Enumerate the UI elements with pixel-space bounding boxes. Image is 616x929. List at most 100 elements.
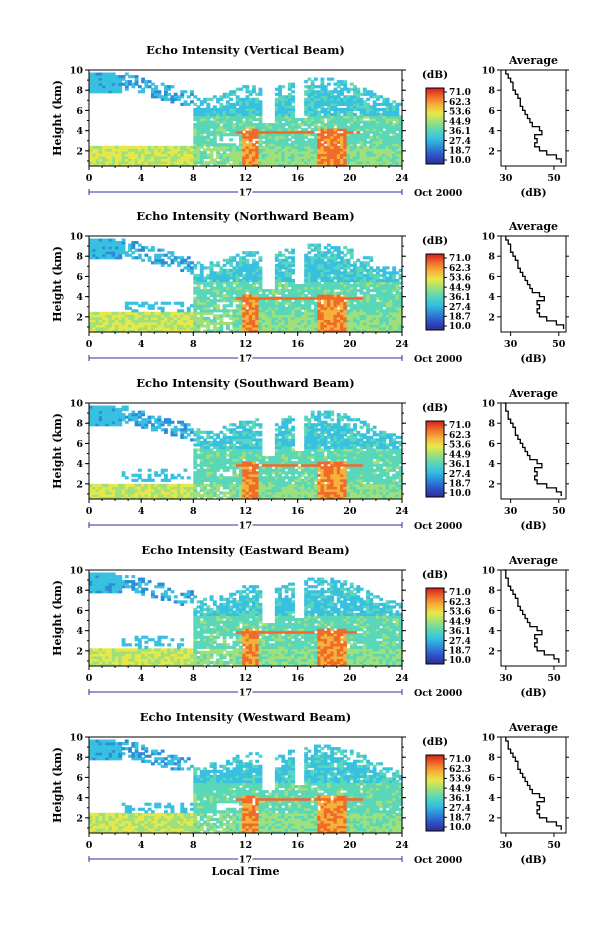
heatmap-cell xyxy=(284,306,289,310)
heatmap-cell xyxy=(252,125,256,129)
heatmap-cell xyxy=(137,420,142,424)
heatmap-cell xyxy=(124,150,129,154)
heatmap-cell xyxy=(252,155,256,160)
heatmap-cell xyxy=(327,102,331,106)
heatmap-cell xyxy=(304,107,309,112)
heatmap-cell xyxy=(124,311,129,315)
heatmap-cell xyxy=(304,105,309,109)
heatmap-cell xyxy=(255,158,260,162)
heatmap-cell xyxy=(242,321,247,326)
heatmap-cell xyxy=(340,251,344,255)
heatmap-cell xyxy=(333,112,338,117)
heatmap-cell xyxy=(252,271,256,275)
heatmap-cell xyxy=(118,329,123,333)
heatmap-cell xyxy=(242,138,247,142)
heatmap-cell xyxy=(271,304,276,308)
heatmap-cell xyxy=(98,150,103,154)
heatmap-cell xyxy=(372,319,377,323)
heatmap-cell xyxy=(366,278,370,283)
heatmap-cell xyxy=(248,289,253,293)
heatmap-cell xyxy=(317,90,322,94)
heatmap-cell xyxy=(102,158,106,162)
heatmap-cell xyxy=(327,321,331,326)
heatmap-cell xyxy=(372,107,377,112)
heatmap-cell xyxy=(150,304,155,308)
heatmap-cell xyxy=(346,118,351,122)
heatmap-cell xyxy=(124,324,129,328)
heatmap-cell xyxy=(317,125,322,129)
heatmap-cell xyxy=(330,258,335,262)
heatmap-cell xyxy=(398,329,403,333)
heatmap-cell xyxy=(193,118,198,122)
heatmap-cell xyxy=(307,271,312,275)
heatmap-cell xyxy=(343,133,348,137)
heatmap-cell xyxy=(398,276,403,280)
heatmap-cell xyxy=(196,324,201,328)
heatmap-cell xyxy=(362,266,367,270)
heatmap-cell xyxy=(212,133,217,137)
heatmap-cell xyxy=(150,491,155,495)
heatmap-cell xyxy=(98,488,103,493)
heatmap-cell xyxy=(330,326,335,331)
heatmap-cell xyxy=(284,324,289,328)
heatmap-cell xyxy=(369,258,374,262)
heatmap-cell xyxy=(388,110,393,114)
heatmap-cell xyxy=(147,329,152,333)
heatmap-cell xyxy=(89,415,93,419)
heatmap-cell xyxy=(346,263,351,267)
heatmap-cell xyxy=(268,130,273,134)
heatmap-cell xyxy=(248,316,253,320)
heatmap-cell xyxy=(353,148,357,152)
heatmap-cell xyxy=(317,253,322,257)
heatmap-cell xyxy=(186,261,191,265)
heatmap-cell xyxy=(141,478,146,482)
heatmap-cell xyxy=(366,133,370,137)
heatmap-cell xyxy=(248,311,253,315)
heatmap-cell xyxy=(238,299,243,303)
heatmap-cell xyxy=(333,309,338,313)
heatmap-cell xyxy=(92,316,97,320)
heatmap-cell xyxy=(300,163,305,167)
heatmap-cell xyxy=(154,311,159,315)
colorbar-tick-label: 53.6 xyxy=(449,274,471,284)
heatmap-cell xyxy=(193,135,198,139)
heatmap-cell xyxy=(327,273,331,278)
heatmap-cell xyxy=(300,286,305,290)
heatmap-cell xyxy=(330,284,335,288)
heatmap-cell xyxy=(229,304,234,308)
heatmap-cell xyxy=(310,90,315,94)
heatmap-cell xyxy=(333,281,338,285)
heatmap-cell xyxy=(121,408,126,412)
heatmap-cell xyxy=(353,329,357,333)
heatmap-cell xyxy=(242,326,247,331)
heatmap-cell xyxy=(382,314,387,318)
heatmap-cell xyxy=(95,316,100,320)
heatmap-cell xyxy=(372,112,377,117)
heatmap-cell xyxy=(388,316,393,320)
heatmap-cell xyxy=(278,266,282,270)
heatmap-cell xyxy=(398,163,403,167)
heatmap-cell xyxy=(284,102,289,106)
heatmap-cell xyxy=(173,256,178,260)
heatmap-cell xyxy=(268,309,273,313)
heatmap-cell xyxy=(353,90,357,94)
heatmap-cell xyxy=(225,125,230,129)
heatmap-cell xyxy=(219,138,224,142)
heatmap-cell xyxy=(379,143,384,147)
heatmap-cell xyxy=(353,276,357,280)
heatmap-cell xyxy=(115,85,119,89)
heatmap-cell xyxy=(353,125,357,129)
heatmap-cell xyxy=(379,160,384,165)
heatmap-cell xyxy=(369,314,374,318)
heatmap-cell xyxy=(154,326,159,331)
heatmap-cell xyxy=(248,145,253,149)
heatmap-cell xyxy=(102,319,106,323)
heatmap-cell xyxy=(375,309,380,313)
heatmap-cell xyxy=(278,107,282,112)
heatmap-cell xyxy=(313,314,318,318)
heatmap-cell xyxy=(369,135,374,139)
heatmap-cell xyxy=(219,321,224,326)
heatmap-cell xyxy=(291,324,296,328)
heatmap-cell xyxy=(131,319,136,323)
heatmap-cell xyxy=(281,263,286,267)
